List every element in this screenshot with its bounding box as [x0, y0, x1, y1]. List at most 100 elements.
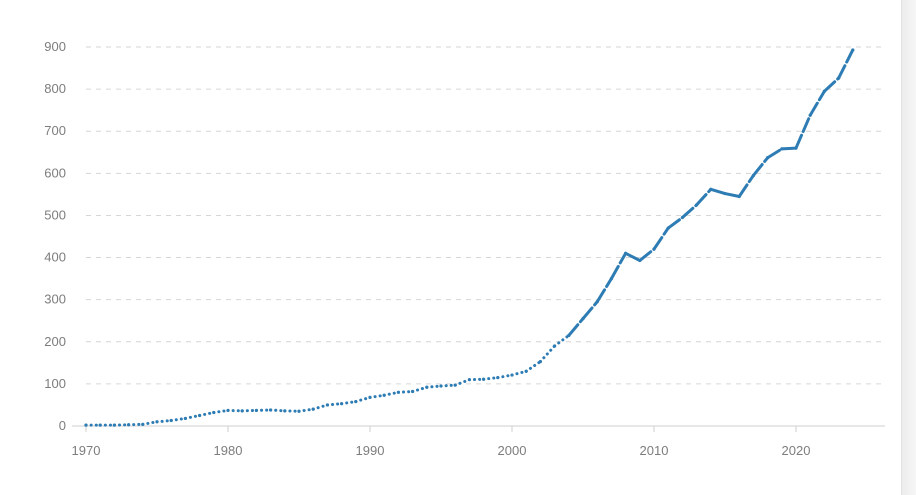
data-point: [766, 156, 770, 160]
series-segment: [695, 187, 713, 207]
series-segment: [396, 389, 415, 394]
series-segment: [524, 360, 542, 373]
gridlines: [86, 46, 885, 385]
series-segment: [538, 344, 557, 364]
series-segment: [141, 420, 159, 426]
series-segment: [737, 173, 755, 198]
series-segment: [368, 393, 386, 399]
data-point: [283, 409, 287, 413]
vertical-scrollbar[interactable]: [901, 0, 916, 495]
data-point: [127, 423, 131, 427]
data-point: [808, 113, 812, 117]
data-point: [453, 383, 457, 387]
x-tick-label: 2000: [498, 443, 527, 458]
data-point: [595, 300, 599, 304]
series-segment: [183, 413, 202, 420]
data-point: [269, 408, 273, 412]
data-point: [141, 422, 145, 426]
data-point: [510, 373, 514, 377]
series-segment: [269, 408, 287, 413]
data-point: [396, 390, 400, 394]
series-segment: [340, 400, 358, 406]
series-segment: [439, 383, 457, 388]
data-point: [553, 344, 557, 348]
data-point: [737, 194, 741, 199]
data-point: [169, 418, 173, 423]
data-point: [354, 399, 358, 404]
y-tick-label: 300: [44, 292, 66, 307]
series-segment: [808, 89, 826, 117]
series-segment: [624, 251, 642, 263]
series-segment: [297, 407, 315, 413]
series-segment: [780, 146, 798, 151]
data-point: [538, 359, 543, 364]
data-point: [751, 173, 756, 178]
data-point: [709, 187, 713, 191]
series-segment: [666, 216, 684, 230]
data-point: [780, 147, 784, 151]
data-point: [439, 384, 443, 388]
data-point: [425, 385, 429, 389]
x-tick-label: 1980: [214, 443, 243, 458]
data-point: [567, 333, 571, 338]
series-segment: [680, 203, 699, 220]
x-tick-label: 2020: [782, 443, 811, 458]
series-segment: [325, 402, 344, 407]
series-segment: [354, 395, 372, 404]
data-point: [226, 408, 230, 413]
series-segment: [751, 156, 770, 177]
series-segment: [595, 277, 613, 304]
series-segment: [425, 384, 443, 389]
series-segment: [553, 333, 571, 348]
data-point: [198, 413, 202, 418]
data-point: [84, 423, 88, 427]
y-tick-label: 800: [44, 81, 66, 96]
data-point: [311, 407, 315, 411]
data-point: [98, 423, 102, 427]
data-point: [638, 258, 642, 263]
data-point: [524, 369, 528, 373]
data-point: [325, 403, 329, 407]
series-segment: [567, 317, 585, 337]
series-segment: [155, 419, 173, 424]
data-point: [624, 251, 628, 255]
y-tick-label: 700: [44, 123, 66, 138]
data-point: [467, 378, 471, 382]
series-segment: [723, 192, 741, 198]
data-point: [297, 409, 301, 413]
data-point: [837, 76, 841, 80]
data-point: [155, 420, 159, 424]
data-point: [496, 375, 500, 380]
series-segment: [709, 187, 727, 196]
series-segment: [169, 416, 187, 423]
data-point: [368, 395, 372, 399]
data-point: [482, 377, 486, 381]
tick-labels: 0 100 200 300 400 500 600 700 800 900 1970 1980 1990…: [44, 39, 810, 458]
series-segment: [837, 48, 855, 80]
data-points: [84, 48, 855, 427]
series-segment: [510, 369, 528, 377]
series-segment: [311, 403, 329, 411]
y-tick-label: 0: [59, 418, 66, 433]
y-tick-label: 900: [44, 39, 66, 54]
data-point: [794, 146, 798, 150]
series-segment: [382, 390, 400, 397]
series-segment: [652, 226, 670, 251]
data-point: [695, 203, 699, 207]
series-segment: [496, 373, 514, 380]
data-point: [851, 48, 855, 52]
data-point: [822, 89, 827, 93]
data-point: [581, 317, 585, 321]
data-point: [609, 277, 614, 281]
series-segment: [794, 113, 812, 150]
data-point: [254, 408, 258, 413]
series-segment: [411, 385, 429, 393]
series-line: [84, 48, 855, 427]
data-point: [340, 402, 344, 406]
data-point: [212, 410, 216, 415]
y-tick-label: 200: [44, 334, 66, 349]
series-segment: [482, 376, 500, 381]
axes: [72, 425, 885, 432]
